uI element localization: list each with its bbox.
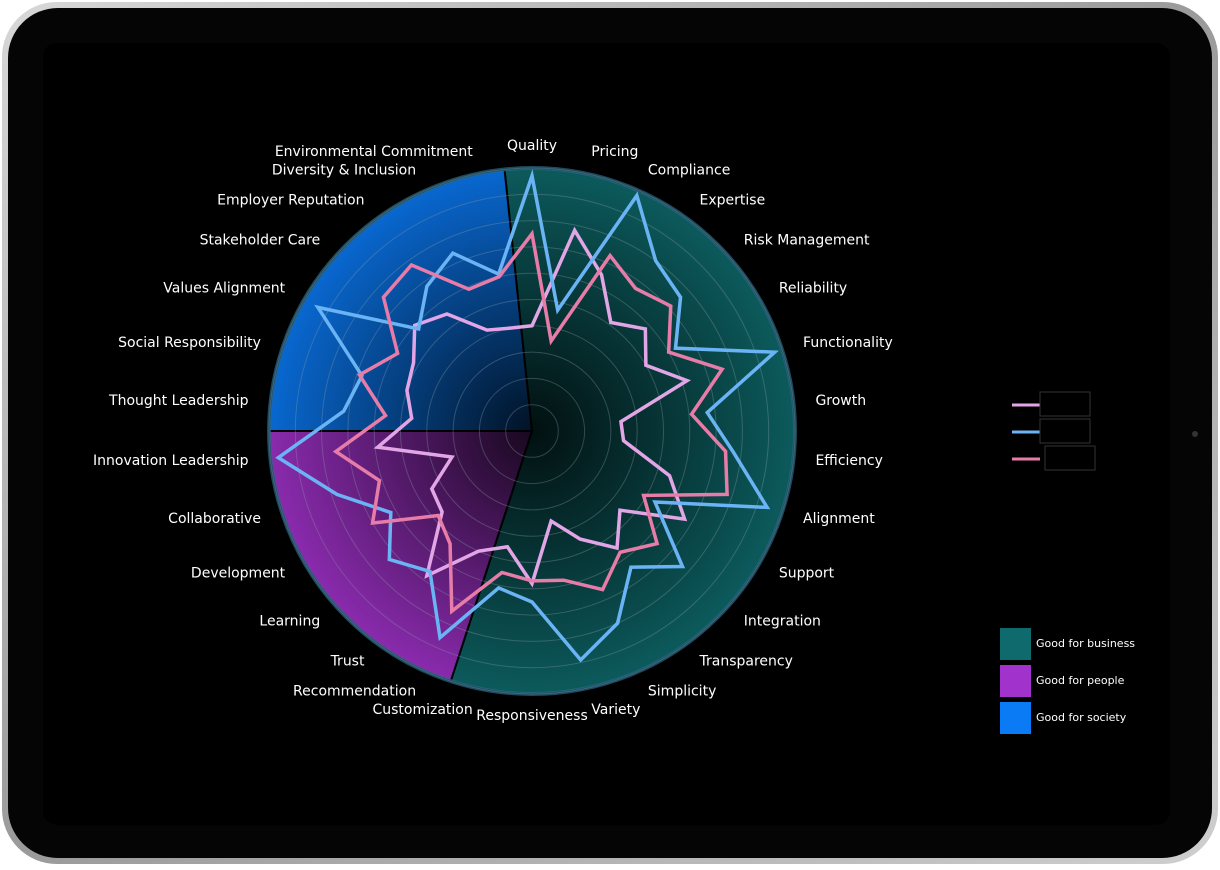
radar-chart: Quality Pricing Compliance Expertise Risk Ma… (93, 138, 893, 724)
sector-swatch (1000, 702, 1031, 734)
category-label: Values Alignment (163, 281, 285, 297)
category-label: Thought Leadership (108, 393, 249, 409)
grid-ring (505, 404, 559, 458)
sector-swatch (1000, 665, 1031, 697)
category-label: Responsiveness (476, 708, 588, 724)
category-label: Customization (372, 702, 472, 718)
category-label: Transparency (699, 654, 793, 670)
category-label: Simplicity (648, 683, 716, 699)
series-line (332, 229, 729, 615)
category-label: Variety (591, 702, 640, 718)
category-label: Recommendation (293, 683, 416, 699)
category-label: Collaborative (168, 511, 261, 527)
sector-label: Good for business (1036, 637, 1135, 650)
grid-ring (321, 220, 743, 642)
category-label: Efficiency (815, 453, 882, 469)
category-label: Risk Management (744, 232, 870, 248)
grid-ring (347, 246, 717, 616)
category-label: Social Responsibility (118, 335, 261, 351)
category-label: Alignment (803, 511, 875, 527)
grid-ring (268, 167, 796, 695)
legend-box (1039, 418, 1091, 444)
category-label: Pricing (591, 144, 638, 160)
sector-label: Good for society (1036, 711, 1127, 724)
category-label: Environmental Commitment (275, 144, 473, 160)
category-label: Quality (507, 138, 557, 154)
legend-box (1039, 391, 1091, 417)
category-label: Support (779, 566, 835, 582)
series-line (275, 169, 780, 663)
category-label: Development (191, 566, 286, 582)
category-label: Growth (815, 393, 866, 409)
camera (1192, 431, 1198, 437)
category-label: Employer Reputation (217, 192, 364, 208)
grid-ring (452, 351, 612, 511)
category-label: Learning (259, 614, 320, 630)
category-label: Integration (744, 614, 821, 630)
grid-ring (294, 193, 770, 669)
category-label: Functionality (803, 335, 893, 351)
category-label: Reliability (779, 281, 847, 297)
legend-box (1044, 445, 1096, 471)
sector-label: Good for people (1036, 674, 1125, 687)
category-label: Trust (330, 654, 365, 670)
legend: Good for business Good for people Good for… (1000, 391, 1135, 734)
sector-swatch (1000, 628, 1031, 660)
outer-ring (267, 166, 797, 696)
category-label: Diversity & Inclusion (272, 163, 416, 179)
category-label: Compliance (648, 163, 730, 179)
grid-ring (373, 272, 691, 590)
grid-ring (400, 299, 664, 563)
grid-ring (478, 377, 586, 485)
category-label: Stakeholder Care (200, 232, 321, 248)
series-line (373, 226, 692, 588)
category-label: Innovation Leadership (93, 453, 249, 469)
category-label: Expertise (700, 192, 766, 208)
